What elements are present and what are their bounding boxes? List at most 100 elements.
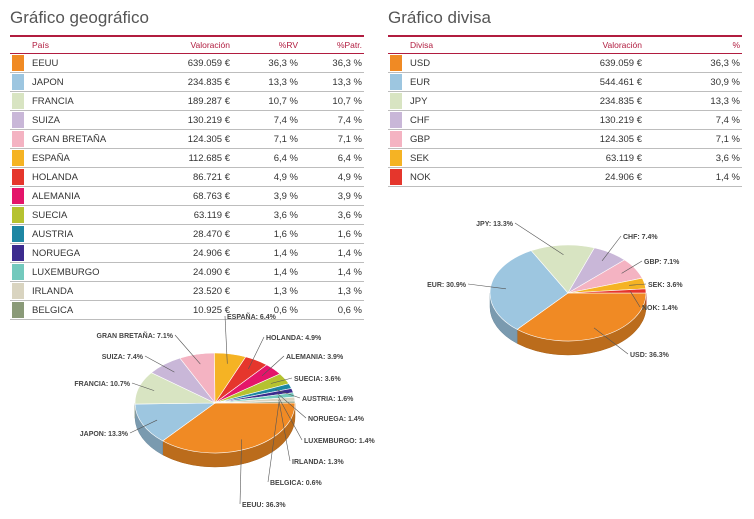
leader-line (629, 283, 647, 286)
cell-valoracion: 544.461 € (599, 76, 642, 88)
table-row: SUECIA 63.119 € 3,6 % 3,6 % (10, 206, 364, 225)
cell-name: EEUU (32, 57, 59, 69)
cell-valoracion: 24.906 € (605, 171, 642, 183)
cell-rv: 6,4 % (273, 152, 298, 164)
cell-name: SUECIA (32, 209, 68, 221)
cell-patr: 4,9 % (337, 171, 362, 183)
col-patr: %Patr. (336, 40, 362, 50)
pie-label: HOLANDA: 4.9% (266, 335, 322, 342)
cell-patr: 6,4 % (337, 152, 362, 164)
cell-name: SUIZA (32, 114, 60, 126)
col-valoracion: Valoración (190, 40, 230, 50)
cell-name: JAPON (32, 76, 64, 88)
cell-name: EUR (410, 76, 431, 88)
pie-slice (567, 288, 647, 294)
color-swatch (12, 131, 24, 147)
table-row: BELGICA 10.925 € 0,6 % 0,6 % (10, 301, 364, 320)
pie-label: FRANCIA: 10.7% (74, 381, 130, 388)
table-row: NOK 24.906 € 1,4 % (388, 168, 742, 187)
cell-valoracion: 189.287 € (187, 95, 230, 107)
cell-rv: 36,3 % (268, 57, 298, 69)
leader-line (276, 392, 307, 419)
cell-patr: 1,4 % (337, 247, 362, 259)
pie-slice (516, 292, 647, 342)
color-swatch (12, 112, 24, 128)
cell-patr: 7,1 % (337, 133, 362, 145)
cell-name: CHF (410, 114, 430, 126)
leader-line (593, 327, 629, 355)
cell-patr: 0,6 % (337, 304, 362, 316)
cell-patr: 3,9 % (337, 190, 362, 202)
pie-label: ALEMANIA: 3.9% (286, 354, 344, 361)
cell-name: ESPAÑA (32, 152, 70, 164)
table-row: GRAN BRETAÑA 124.305 € 7,1 % 7,1 % (10, 130, 364, 149)
pie-label: IRLANDA: 1.3% (292, 459, 345, 466)
cell-valoracion: 124.305 € (187, 133, 230, 145)
table-row: GBP 124.305 € 7,1 % (388, 130, 742, 149)
cell-rv: 4,9 % (273, 171, 298, 183)
div-table: Divisa Valoración % USD 639.059 € 36,3 % EU… (388, 35, 742, 187)
cell-valoracion: 130.219 € (599, 114, 642, 126)
geo-table-header: País Valoración %RV %Patr. (10, 37, 364, 54)
pie-slice (530, 244, 595, 294)
col-pct: % (732, 40, 740, 50)
cell-patr: 1,6 % (337, 228, 362, 240)
color-swatch (390, 169, 402, 185)
cell-patr: 1,4 % (337, 266, 362, 278)
cell-valoracion: 234.835 € (187, 76, 230, 88)
leader-line (277, 396, 303, 441)
table-row: EEUU 639.059 € 36,3 % 36,3 % (10, 54, 364, 73)
pie-label: BELGICA: 0.6% (270, 480, 323, 487)
cell-name: IRLANDA (32, 285, 74, 297)
leader-line (131, 382, 155, 391)
leader-line (467, 283, 507, 290)
cell-patr: 13,3 % (332, 76, 362, 88)
leader-line (270, 377, 293, 384)
color-swatch (390, 112, 402, 128)
cell-rv: 1,3 % (273, 285, 298, 297)
table-row: SUIZA 130.219 € 7,4 % 7,4 % (10, 111, 364, 130)
div-title: Gráfico divisa (388, 8, 491, 27)
pie-slice (162, 402, 296, 454)
cell-patr: 1,3 % (337, 285, 362, 297)
color-swatch (390, 131, 402, 147)
pie-label: NOK: 1.4% (642, 305, 679, 312)
table-row: AUSTRIA 28.470 € 1,6 % 1,6 % (10, 225, 364, 244)
cell-rv: 3,9 % (273, 190, 298, 202)
leader-line (261, 355, 285, 377)
pie-label: SEK: 3.6% (648, 282, 683, 289)
leader-line (621, 260, 643, 274)
color-swatch (12, 169, 24, 185)
col-divisa: Divisa (410, 40, 434, 50)
cell-valoracion: 24.906 € (193, 247, 230, 259)
color-swatch (12, 74, 24, 90)
pie-label: EEUU: 36.3% (242, 502, 286, 509)
pie-label: AUSTRIA: 1.6% (302, 396, 354, 403)
cell-pct: 30,9 % (710, 76, 740, 88)
pie-label: EUR: 30.9% (427, 282, 467, 289)
cell-name: USD (410, 57, 431, 69)
cell-valoracion: 23.520 € (193, 285, 230, 297)
color-swatch (12, 93, 24, 109)
cell-name: JPY (410, 95, 428, 107)
geo-table: País Valoración %RV %Patr. EEUU 639.059 €… (10, 35, 364, 320)
color-swatch (12, 264, 24, 280)
color-swatch (390, 93, 402, 109)
pie-label: GBP: 7.1% (644, 259, 680, 266)
pie-label: SUIZA: 7.4% (102, 354, 144, 361)
cell-valoracion: 112.685 € (188, 152, 230, 164)
leader-line (129, 419, 158, 434)
leader-line (267, 402, 280, 483)
cell-valoracion: 639.059 € (187, 57, 230, 69)
geo-title: Gráfico geográfico (10, 8, 149, 27)
cell-name: HOLANDA (32, 171, 78, 183)
table-row: SEK 63.119 € 3,6 % (388, 149, 742, 168)
pie-label: ESPAÑA: 6.4% (227, 312, 277, 321)
cell-name: GBP (410, 133, 431, 145)
cell-valoracion: 124.305 € (599, 133, 642, 145)
cell-rv: 1,4 % (273, 266, 298, 278)
table-row: CHF 130.219 € 7,4 % (388, 111, 742, 130)
leader-line (278, 399, 291, 462)
cell-valoracion: 63.119 € (193, 209, 230, 221)
color-swatch (12, 245, 24, 261)
